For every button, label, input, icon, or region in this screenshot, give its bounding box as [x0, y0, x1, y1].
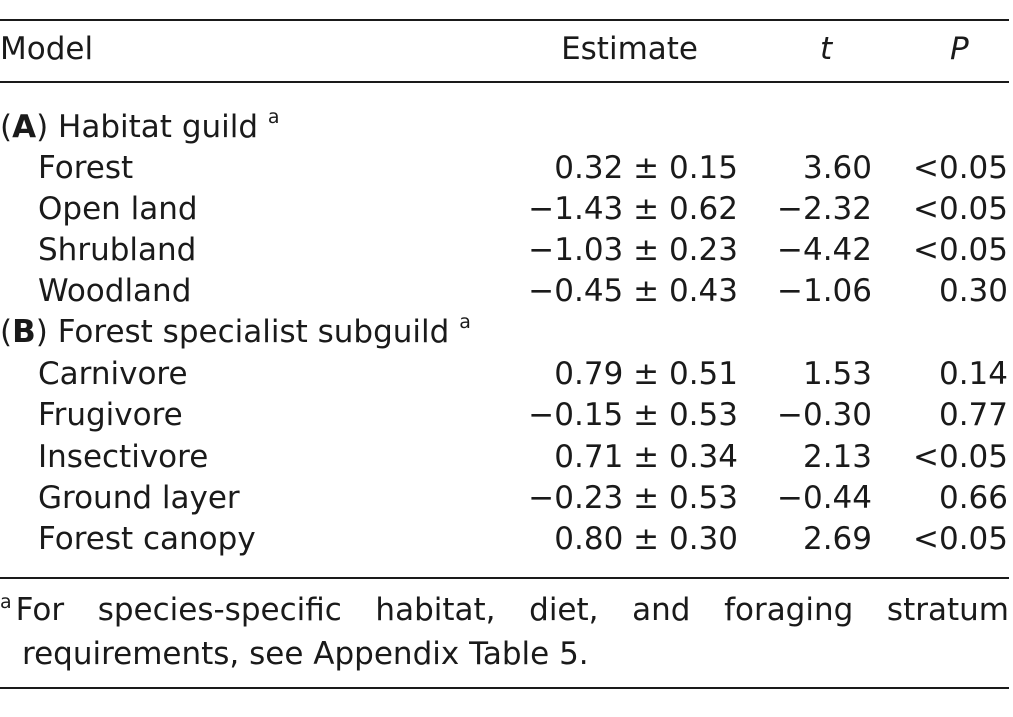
column-header-model: Model: [0, 31, 94, 67]
table-top-rule: [0, 19, 1009, 21]
table-cell-t: 2.69: [802, 521, 872, 557]
table-cell-estimate: −0.45 ± 0.43: [528, 273, 738, 309]
table-cell-t: −4.42: [777, 232, 872, 268]
table-cell-p: <0.05: [913, 150, 1008, 186]
table-row-label: Forest: [38, 150, 134, 186]
footnote-word: species-specific: [97, 592, 342, 628]
table-cell-p: 0.14: [938, 356, 1008, 392]
column-header-t: t: [820, 31, 833, 67]
table-row-label: Carnivore: [38, 356, 188, 392]
table-row-label: Woodland: [38, 273, 192, 309]
table-cell-p: 0.30: [938, 273, 1008, 309]
table-cell-t: −0.44: [777, 480, 872, 516]
table-cell-estimate: 0.71 ± 0.34: [554, 439, 738, 475]
footnote-line-1: a For species-specific habitat, diet, and…: [0, 590, 1009, 634]
table-cell-t: 1.53: [802, 356, 872, 392]
table-cell-estimate: −1.43 ± 0.62: [528, 191, 738, 227]
footnote-bottom-rule: [0, 687, 1009, 689]
column-header-p: P: [950, 31, 969, 67]
group-label-forest-specialist-subguild: (B) Forest specialist subguild a: [0, 311, 471, 350]
table-cell-estimate: 0.32 ± 0.15: [554, 150, 738, 186]
table-cell-estimate: 0.80 ± 0.30: [554, 521, 738, 557]
footnote-word: habitat,: [375, 592, 496, 628]
table-cell-estimate: −0.15 ± 0.53: [528, 397, 738, 433]
table-cell-p: 0.66: [938, 480, 1008, 516]
table-row-label: Forest canopy: [38, 521, 256, 557]
footnote-word: a For: [0, 590, 64, 634]
footnote-word: stratum: [886, 592, 1009, 628]
table-cell-p: 0.77: [938, 397, 1008, 433]
footnote-word: diet,: [529, 592, 599, 628]
table-cell-estimate: 0.79 ± 0.51: [554, 356, 738, 392]
group-label-habitat-guild: (A) Habitat guild a: [0, 106, 280, 145]
footnote-word: foraging: [724, 592, 854, 628]
table-cell-t: −0.30: [777, 397, 872, 433]
footnote-word: and: [632, 592, 691, 628]
table-row-label: Insectivore: [38, 439, 209, 475]
table-cell-p: <0.05: [913, 232, 1008, 268]
column-header-estimate: Estimate: [561, 31, 698, 67]
table-cell-p: <0.05: [913, 521, 1008, 557]
table-cell-t: 3.60: [802, 150, 872, 186]
table-cell-t: −1.06: [777, 273, 872, 309]
footnote-line-2: requirements, see Appendix Table 5.: [22, 636, 589, 672]
table-bottom-rule: [0, 577, 1009, 579]
table-row-label: Open land: [38, 191, 198, 227]
footnote-mark: a: [0, 591, 12, 613]
table-row-label: Ground layer: [38, 480, 240, 516]
table-cell-t: −2.32: [777, 191, 872, 227]
footnote-word-text: For: [15, 592, 65, 628]
table-cell-estimate: −1.03 ± 0.23: [528, 232, 738, 268]
table-cell-p: <0.05: [913, 191, 1008, 227]
table-footnote: a For species-specific habitat, diet, and…: [0, 590, 1009, 674]
table-cell-estimate: −0.23 ± 0.53: [528, 480, 738, 516]
table-cell-t: 2.13: [802, 439, 872, 475]
table-row-label: Shrubland: [38, 232, 197, 268]
header-rule: [0, 81, 1009, 83]
table-row-label: Frugivore: [38, 397, 183, 433]
table-cell-p: <0.05: [913, 439, 1008, 475]
